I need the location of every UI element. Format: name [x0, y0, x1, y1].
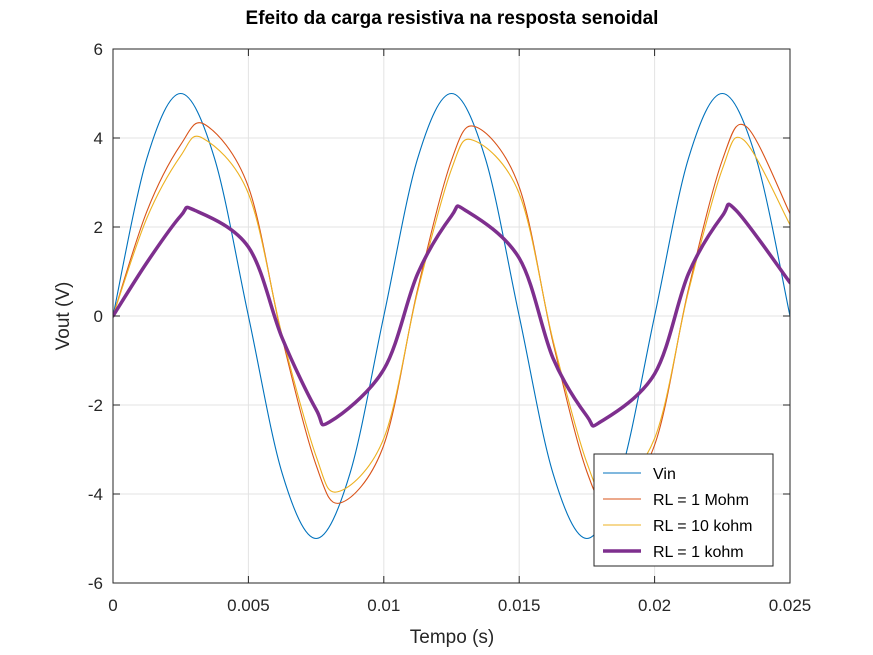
- y-axis-label: Vout (V): [53, 282, 74, 351]
- legend-label-vin: Vin: [653, 466, 676, 483]
- x-tick-label: 0.02: [638, 596, 671, 615]
- y-tick-label: -6: [88, 574, 103, 593]
- x-tick-label: 0: [108, 596, 117, 615]
- series-group: [113, 92, 790, 540]
- chart-title: Efeito da carga resistiva na resposta se…: [246, 8, 659, 29]
- y-tick-label: -4: [88, 485, 103, 504]
- series-line-rl-10-kohm: [113, 135, 790, 494]
- ticks: 0 0.005 0.01 0.015 0.02 0.025 -6 -4 -2 0 2 4 6: [88, 40, 811, 615]
- y-tick-label: 6: [94, 40, 103, 59]
- series-line-rl-1-kohm: [113, 202, 790, 428]
- y-tick-label: 2: [94, 218, 103, 237]
- x-tick-label: 0.005: [227, 596, 270, 615]
- y-tick-label: 0: [94, 307, 103, 326]
- legend-label-rl-1-mohm: RL = 1 Mohm: [653, 492, 749, 509]
- legend: Vin RL = 1 Mohm RL = 10 kohm RL = 1 kohm: [593, 453, 774, 567]
- x-tick-label: 0.025: [769, 596, 812, 615]
- series-line-vin: [113, 92, 790, 540]
- legend-label-rl-10-kohm: RL = 10 kohm: [653, 518, 752, 535]
- legend-label-rl-1-kohm: RL = 1 kohm: [653, 544, 744, 561]
- x-axis-label: Tempo (s): [410, 627, 494, 648]
- x-tick-label: 0.01: [367, 596, 400, 615]
- y-tick-label: 4: [94, 129, 103, 148]
- x-tick-label: 0.015: [498, 596, 541, 615]
- y-tick-label: -2: [88, 396, 103, 415]
